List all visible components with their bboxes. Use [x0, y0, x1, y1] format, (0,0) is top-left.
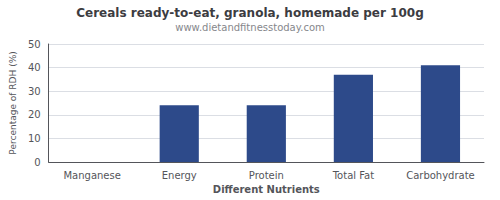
svg-text:10: 10	[28, 133, 41, 144]
svg-text:50: 50	[28, 39, 41, 50]
svg-text:0: 0	[34, 157, 40, 168]
svg-text:Different Nutrients: Different Nutrients	[213, 184, 320, 195]
svg-text:30: 30	[28, 86, 41, 97]
svg-text:www.dietandfitnesstoday.com: www.dietandfitnesstoday.com	[175, 22, 324, 33]
svg-text:40: 40	[28, 62, 41, 73]
svg-text:Protein: Protein	[249, 170, 284, 181]
svg-text:Manganese: Manganese	[63, 170, 120, 181]
svg-text:Percentage of RDH (%): Percentage of RDH (%)	[8, 51, 18, 154]
svg-text:20: 20	[28, 109, 41, 120]
svg-text:Cereals ready-to-eat, granola,: Cereals ready-to-eat, granola, homemade …	[76, 6, 424, 20]
svg-text:Energy: Energy	[162, 170, 197, 181]
svg-text:Carbohydrate: Carbohydrate	[406, 170, 475, 181]
svg-text:Total Fat: Total Fat	[332, 170, 374, 181]
